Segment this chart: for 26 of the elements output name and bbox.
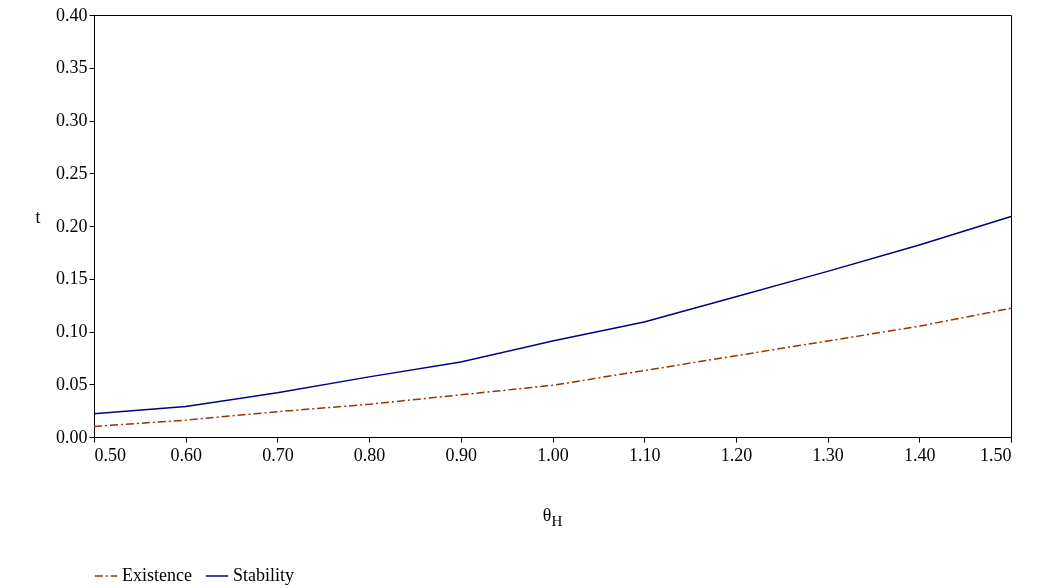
line-series xyxy=(93,307,1012,428)
legend-label: Stability xyxy=(233,565,295,585)
y-tick-label: 0.00 xyxy=(56,426,88,447)
x-tick-label: 0.90 xyxy=(445,444,478,465)
x-tick-label: 1.50 xyxy=(980,444,1012,465)
x-tick-label: 0.80 xyxy=(353,444,386,465)
x-tick-label: 1.10 xyxy=(628,444,661,465)
y-tick-label: 0.05 xyxy=(56,373,88,394)
y-tick-label: 0.25 xyxy=(56,162,88,183)
y-tick-label: 0.10 xyxy=(56,321,88,341)
x-tick-label: 1.20 xyxy=(720,444,753,465)
line-series xyxy=(93,215,1012,415)
legend-label: Existence xyxy=(122,565,192,585)
y-tick-label: 0.35 xyxy=(56,57,88,78)
y-tick-label: 0.15 xyxy=(56,268,88,289)
x-axis-title: θ$_{H}$ xyxy=(541,505,564,530)
x-tick-label: 0.70 xyxy=(262,444,294,465)
x-tick-label: 0.50 xyxy=(94,444,126,465)
x-tick-label: 1.30 xyxy=(812,444,844,465)
x-tick-label: 1.00 xyxy=(537,444,569,465)
x-tick-label: 0.60 xyxy=(170,444,202,465)
x-tick-label: 1.40 xyxy=(904,444,936,465)
y-tick-label: 0.20 xyxy=(56,215,88,236)
y-tick-label: 0.30 xyxy=(56,110,88,130)
y-tick-label: 0.40 xyxy=(56,4,88,25)
y-axis-title: t xyxy=(35,206,41,227)
